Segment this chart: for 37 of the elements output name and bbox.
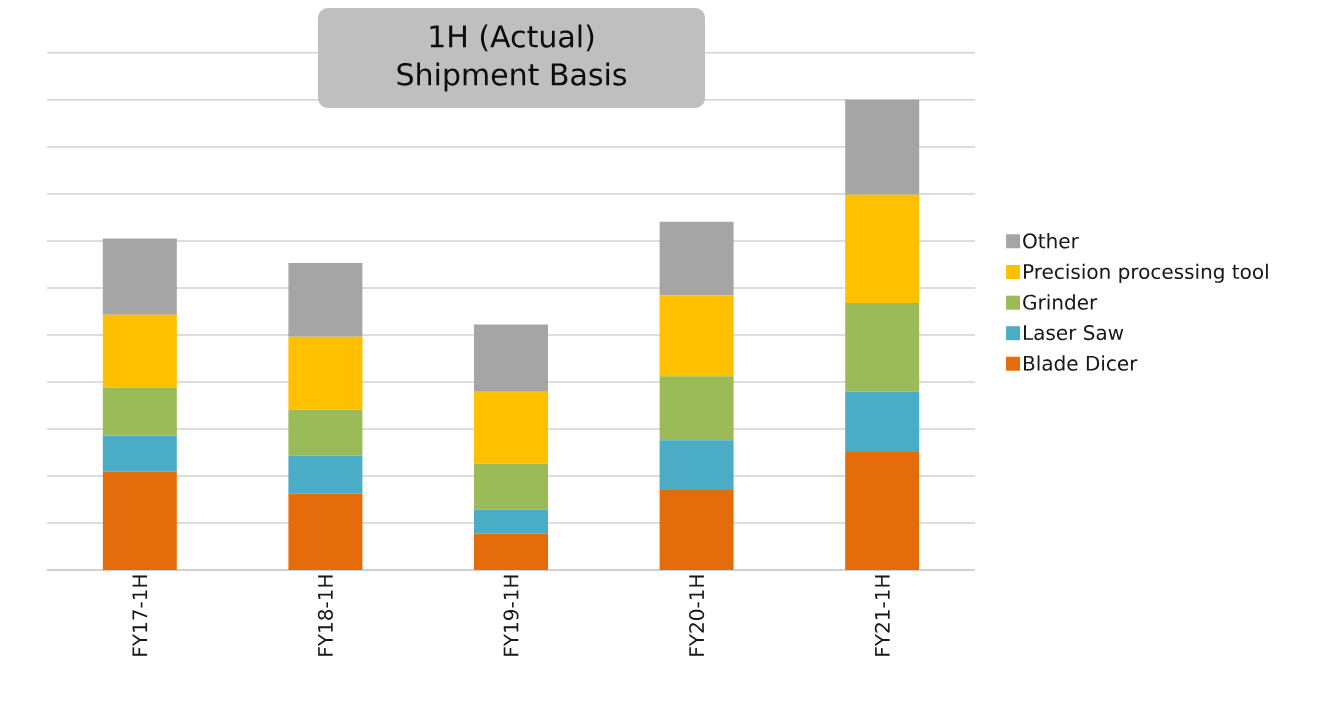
x-tick-label: FY18-1H <box>317 575 333 656</box>
bar <box>474 391 549 464</box>
bar <box>102 471 177 570</box>
bar <box>474 463 549 510</box>
bar <box>474 533 549 570</box>
bar <box>845 452 920 570</box>
bar <box>845 302 920 392</box>
x-tick-label: FY21-1H <box>874 575 890 656</box>
bar <box>102 238 177 315</box>
chart-title: 1H (Actual) <box>430 24 594 52</box>
bar <box>102 314 177 388</box>
bar <box>659 440 734 491</box>
x-tick-label: FY19-1H <box>503 575 519 656</box>
legend-label: Precision processing tool <box>1024 263 1268 283</box>
bar <box>288 455 363 494</box>
bar <box>288 336 363 410</box>
bar <box>288 263 363 337</box>
bar <box>659 490 734 570</box>
legend-label: Laser Saw <box>1024 325 1124 341</box>
bar <box>102 435 177 472</box>
bar <box>474 324 549 392</box>
bar <box>288 493 363 570</box>
x-tick-label: FY20-1H <box>689 575 705 656</box>
bar <box>845 99 920 195</box>
bar <box>845 194 920 303</box>
legend-label: Grinder <box>1023 294 1098 310</box>
bar <box>288 409 363 456</box>
bar <box>845 391 920 452</box>
bar <box>102 387 177 436</box>
x-tick-label: FY17-1H <box>132 575 148 656</box>
bar <box>659 295 734 377</box>
bar <box>659 221 734 296</box>
bar <box>474 509 549 534</box>
legend-label: Other <box>1023 232 1079 249</box>
chart-subtitle: Shipment Basis <box>397 62 627 92</box>
legend-label: Blade Dicer <box>1024 355 1138 371</box>
bar <box>659 376 734 441</box>
